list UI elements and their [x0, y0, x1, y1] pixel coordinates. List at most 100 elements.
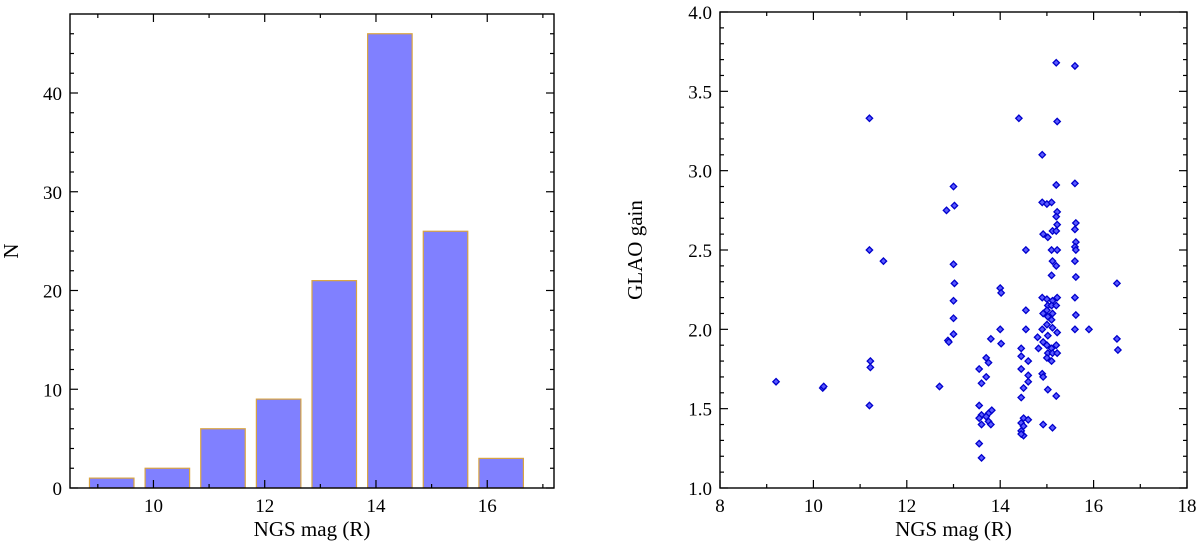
scatter-point — [949, 296, 958, 305]
scatter-point — [1047, 271, 1056, 280]
scatter-point — [975, 364, 984, 374]
scatter-point — [1053, 328, 1062, 337]
scatter-point — [1048, 423, 1057, 432]
scatter-point — [1048, 256, 1057, 266]
scatter-point — [975, 414, 984, 423]
x-axis-title: NGS mag (R) — [254, 517, 371, 541]
histogram-bar — [255, 398, 302, 489]
scatter-point — [1053, 293, 1062, 302]
scatter-point — [986, 420, 995, 429]
histogram-bar — [200, 428, 246, 489]
scatter-point — [1070, 256, 1080, 266]
scatter-point — [977, 379, 986, 388]
scatter-point — [949, 260, 958, 269]
scatter-point — [987, 406, 996, 415]
y-tick-label: 3.0 — [688, 162, 712, 183]
scatter-point — [1052, 58, 1061, 67]
scatter-point — [1052, 341, 1061, 350]
histogram-bar — [88, 477, 135, 489]
scatter-point — [1033, 333, 1042, 342]
histogram-panel: 10 12 14 16 0 10 20 30 40 NGS mag (R) N — [0, 13, 555, 541]
scatter-point — [949, 329, 958, 339]
scatter-point — [1017, 344, 1026, 353]
scatter-point — [1039, 420, 1048, 429]
scatter-point — [1070, 61, 1080, 71]
scatter-point — [865, 245, 874, 255]
scatter-point — [1043, 331, 1052, 340]
scatter-point — [1024, 356, 1033, 366]
scatter-point — [865, 401, 874, 410]
x-tick-label: 14 — [991, 496, 1011, 517]
scatter-point — [997, 288, 1006, 297]
scatter-point — [1053, 245, 1062, 255]
scatter-point — [1071, 218, 1080, 228]
scatter-point — [1112, 279, 1122, 288]
scatter-point — [866, 363, 875, 372]
scatter-point — [1017, 352, 1026, 361]
scatter-point — [1053, 220, 1062, 229]
scatter-point — [982, 372, 991, 382]
x-tick-label: 14 — [366, 496, 386, 517]
scatter-point — [1052, 226, 1061, 236]
scatter-point — [1053, 117, 1062, 126]
x-tick-label: 16 — [478, 496, 497, 517]
scatter-point — [1052, 301, 1061, 310]
histogram-bar — [367, 33, 413, 489]
y-tick-label: 2.0 — [688, 320, 712, 341]
scatter-point — [984, 358, 993, 367]
scatter-point — [1014, 114, 1023, 123]
scatter-point — [1038, 293, 1047, 302]
scatter-point — [935, 382, 944, 391]
scatter-point — [1021, 325, 1031, 334]
scatter-point — [975, 401, 984, 410]
scatter-point — [1021, 245, 1031, 255]
scatter-point — [1039, 372, 1048, 382]
scatter-point — [1038, 198, 1047, 207]
y-tick-label: 10 — [43, 380, 62, 401]
scatter-point — [1052, 261, 1061, 270]
scatter-point — [944, 337, 953, 347]
scatter-point — [1071, 272, 1080, 282]
scatter-point — [879, 256, 888, 266]
scatter-point — [1048, 323, 1057, 332]
scatter-point — [975, 439, 984, 448]
scatter-point — [1034, 344, 1043, 353]
scatter-point — [1084, 325, 1094, 334]
scatter-point — [1024, 415, 1033, 424]
scatter-point — [950, 201, 959, 210]
scatter-point — [986, 334, 995, 343]
x-tick-label: 10 — [804, 496, 823, 517]
histogram-bar — [144, 467, 191, 489]
y-tick-label: 1.0 — [688, 479, 712, 500]
histogram-bar — [422, 230, 469, 489]
scatter-point — [997, 339, 1006, 348]
scatter-point — [950, 279, 959, 288]
scatter-point — [1070, 225, 1080, 234]
scatter-point — [977, 420, 986, 429]
scatter-point — [1042, 320, 1052, 329]
scatter-point — [1070, 179, 1080, 188]
y-tick-label: 3.5 — [688, 82, 712, 103]
scatter-point — [942, 206, 951, 215]
scatter-point — [1070, 325, 1080, 334]
x-tick-label: 12 — [255, 496, 274, 517]
scatter-point — [1112, 334, 1122, 343]
scatter-point — [1071, 310, 1080, 320]
x-tick-label: 8 — [715, 496, 725, 517]
y-tick-label: 20 — [43, 282, 62, 303]
x-tick-label: 10 — [144, 496, 163, 517]
scatter-point — [1021, 306, 1031, 315]
histogram-bar — [311, 280, 358, 489]
scatter-point — [1019, 383, 1028, 393]
scatter-point — [1038, 325, 1047, 334]
scatter-point — [1071, 245, 1080, 255]
scatter-point — [1017, 364, 1026, 374]
scatter-point — [1017, 393, 1026, 402]
scatter-point — [1043, 385, 1052, 394]
y-tick-label: 1.5 — [688, 400, 712, 421]
histogram-bar — [478, 457, 525, 489]
scatter-point — [1043, 233, 1052, 242]
y-axis-title: GLAO gain — [623, 200, 647, 300]
scatter-point — [819, 382, 828, 391]
scatter-point — [865, 114, 874, 123]
